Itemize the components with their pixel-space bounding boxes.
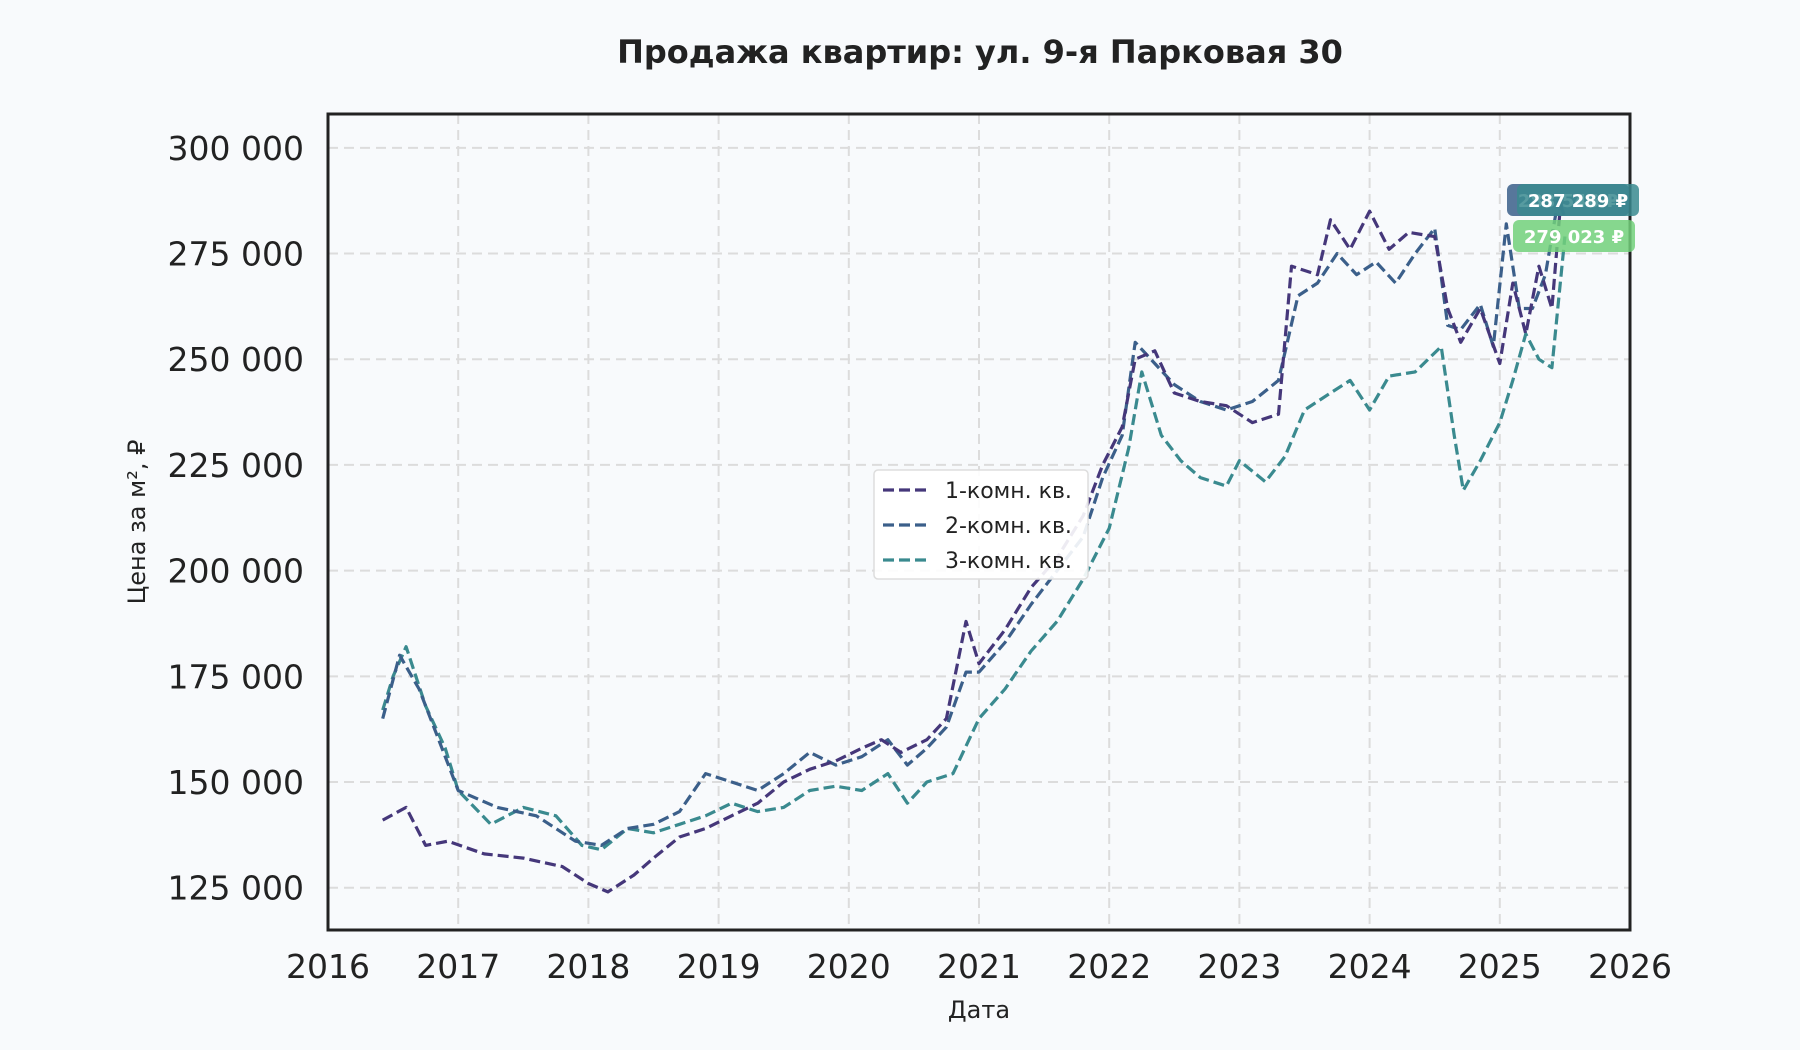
- legend-box: [873, 469, 1089, 580]
- x-tick-label: 2022: [1067, 947, 1151, 986]
- end-value-label: 287 289 ₽: [1517, 184, 1639, 216]
- y-axis-label: Цена за м², ₽: [123, 440, 151, 605]
- end-value-text: 287 289 ₽: [1528, 191, 1628, 212]
- end-value-labels: 283 546 ₽287 289 ₽279 023 ₽: [1507, 184, 1639, 252]
- x-tick-label: 2020: [807, 947, 891, 986]
- legend-label: 3-комн. кв.: [945, 549, 1072, 574]
- y-tick-label: 275 000: [168, 235, 304, 274]
- y-tick-label: 125 000: [168, 869, 304, 908]
- chart-title: Продажа квартир: ул. 9-я Парковая 30: [617, 33, 1343, 71]
- end-value-label: 279 023 ₽: [1513, 220, 1635, 252]
- x-tick-label: 2018: [546, 947, 630, 986]
- y-tick-label: 250 000: [168, 340, 304, 379]
- y-tick-label: 150 000: [168, 763, 304, 802]
- x-tick-label: 2023: [1197, 947, 1281, 986]
- y-tick-label: 225 000: [168, 446, 304, 485]
- legend: 1-комн. кв. 2-комн. кв. 3-комн. кв.: [873, 469, 1089, 580]
- y-tick-label: 200 000: [168, 552, 304, 591]
- end-value-text: 279 023 ₽: [1524, 227, 1624, 248]
- x-tick-label: 2025: [1458, 947, 1542, 986]
- x-tick-label: 2019: [677, 947, 761, 986]
- x-axis-label: Дата: [948, 996, 1010, 1024]
- series-line: [381, 236, 1567, 852]
- series-line: [381, 197, 1566, 894]
- legend-label: 1-комн. кв.: [945, 479, 1072, 504]
- x-tick-label: 2026: [1588, 947, 1672, 986]
- y-tick-label: 300 000: [168, 129, 304, 168]
- legend-label: 2-комн. кв.: [945, 514, 1072, 539]
- grid-lines: [328, 114, 1630, 930]
- x-tick-label: 2016: [286, 947, 370, 986]
- plot-frame: [326, 112, 1632, 932]
- y-tick-label: 175 000: [168, 657, 304, 696]
- x-tick-label: 2017: [416, 947, 500, 986]
- x-tick-label: 2021: [937, 947, 1021, 986]
- x-tick-labels: 2016 2017 2018 2019 2020 2021 2022 2023 2024 2025…: [286, 947, 1672, 986]
- x-tick-label: 2024: [1328, 947, 1412, 986]
- y-tick-labels: 125 000 150 000 175 000 200 000 225 000 250 0…: [168, 129, 304, 908]
